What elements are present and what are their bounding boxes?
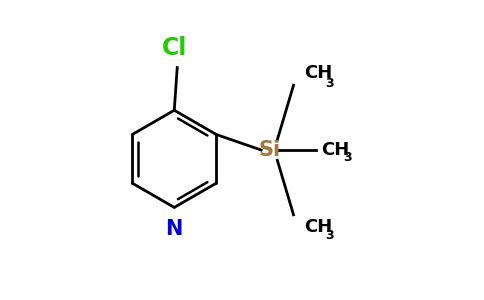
Text: 3: 3 [343, 151, 351, 164]
Text: CH: CH [321, 141, 350, 159]
Text: N: N [166, 219, 183, 239]
Text: CH: CH [304, 218, 332, 236]
Text: 3: 3 [325, 77, 333, 90]
Text: Cl: Cl [162, 36, 187, 60]
Text: 3: 3 [325, 229, 333, 242]
Text: Si: Si [259, 140, 281, 160]
Text: CH: CH [304, 64, 332, 82]
